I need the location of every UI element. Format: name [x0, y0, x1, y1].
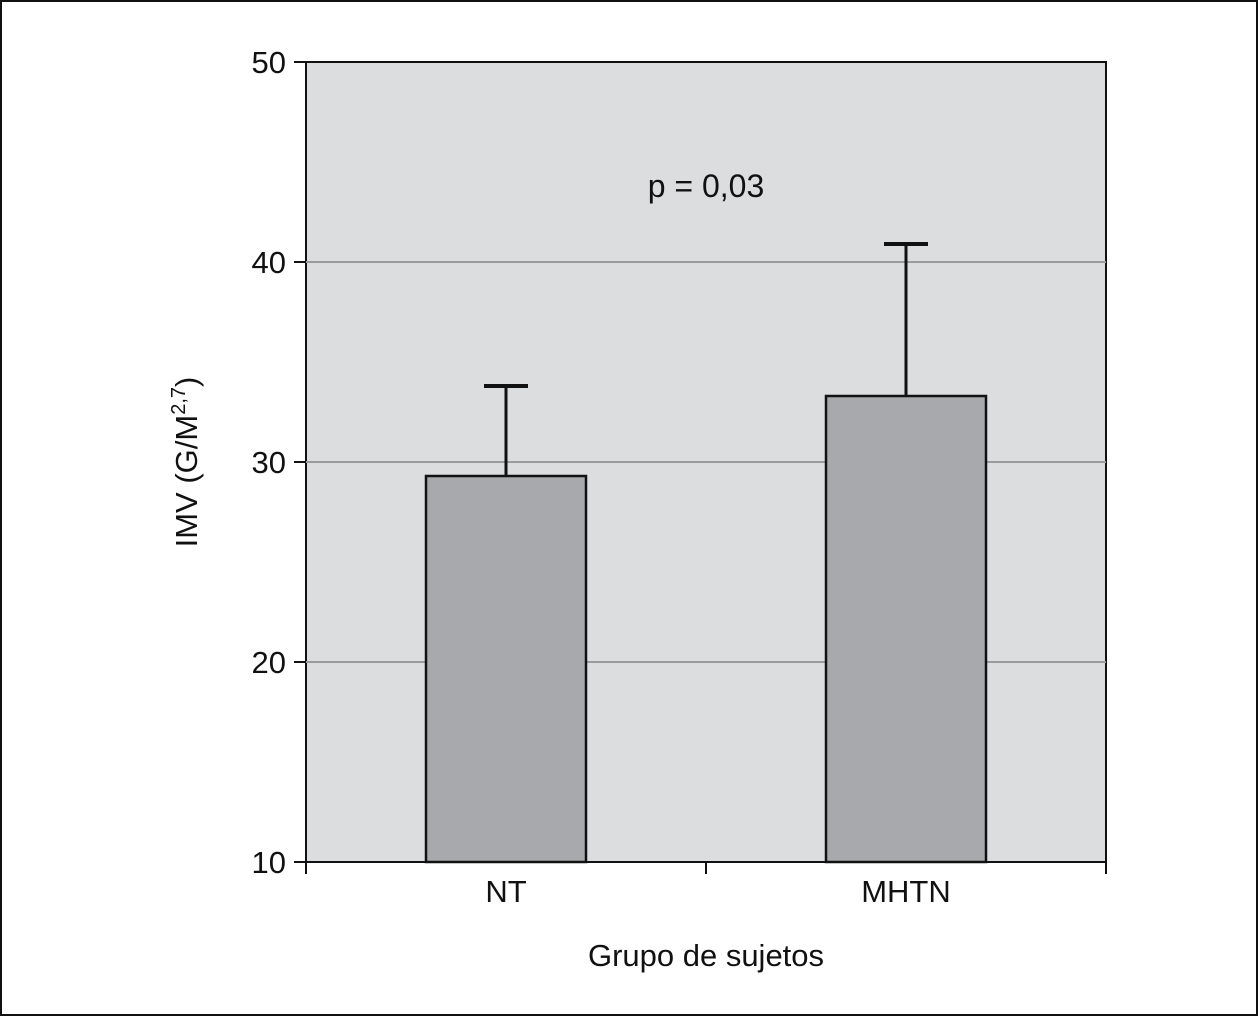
x-axis-label: Grupo de sujetos: [588, 938, 824, 973]
bar-nt: [424, 474, 588, 864]
bars: [424, 242, 988, 864]
axes: 10 20 30 40 50 NT MHTN: [252, 45, 1107, 909]
y-tick-label: 50: [252, 45, 286, 80]
x-tick-label: MHTN: [861, 874, 951, 909]
y-tick-label: 20: [252, 645, 286, 680]
y-axis-label: IMV (G/M2,7): [168, 377, 204, 548]
bar-mhtn: [824, 394, 988, 864]
y-tick-label: 40: [252, 245, 286, 280]
y-tick-label: 30: [252, 445, 286, 480]
y-axis-label-superscript: 2,7: [168, 387, 190, 415]
y-axis-label-end: ): [169, 377, 204, 387]
y-axis-label-main: IMV (G/M: [169, 415, 204, 548]
p-value-annotation: p = 0,03: [648, 168, 765, 204]
x-tick-label: NT: [485, 874, 526, 909]
y-tick-label: 10: [252, 845, 286, 880]
